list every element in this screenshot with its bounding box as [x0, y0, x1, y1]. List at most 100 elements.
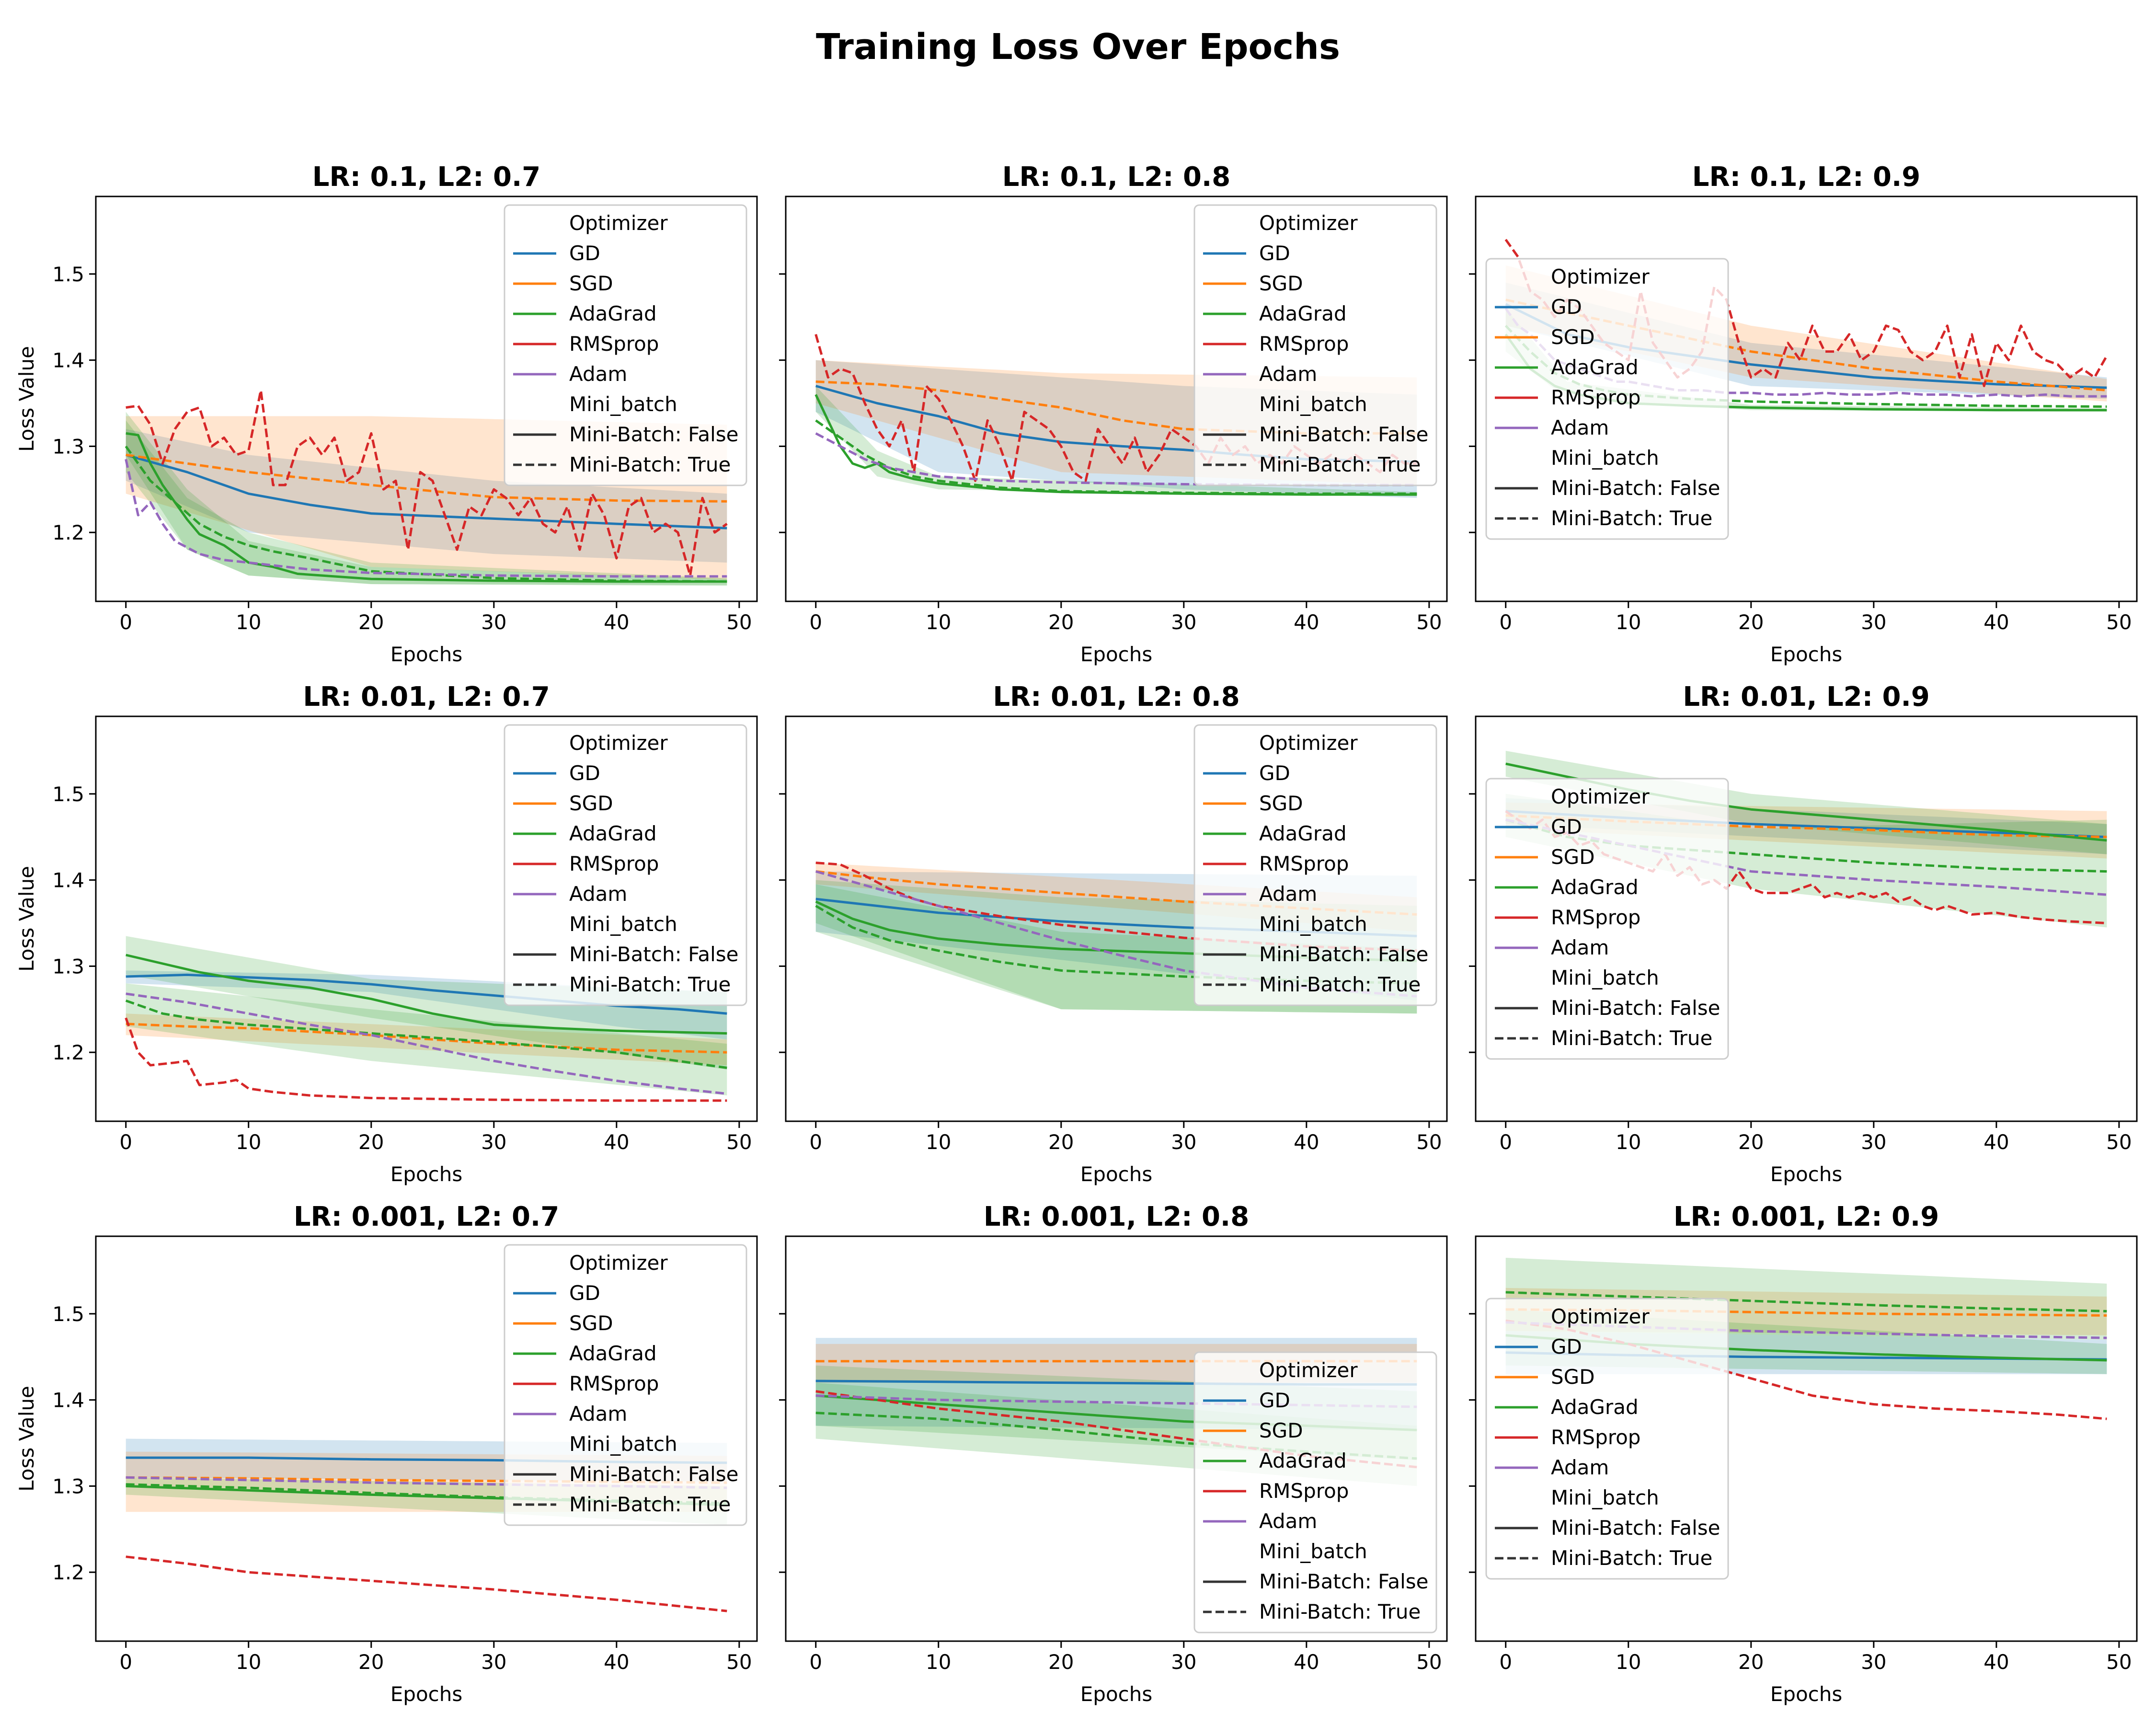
plot-data — [125, 389, 728, 586]
x-tick-label: 30 — [1861, 1130, 1886, 1154]
x-axis-label: Epochs — [1770, 643, 1843, 666]
x-tick-label: 0 — [809, 1650, 822, 1674]
y-tick-label: 1.5 — [52, 782, 84, 806]
x-tick-label: 50 — [2106, 610, 2132, 634]
legend: Optimizer GD SGD AdaGrad RMSprop Adam Mini_bat… — [1193, 724, 1437, 1006]
series-line — [126, 453, 727, 529]
x-tick-label: 0 — [809, 1130, 822, 1154]
y-tick-label: 1.3 — [52, 435, 84, 458]
legend-label: AdaGrad — [1259, 822, 1347, 845]
legend-title: Optimizer — [1259, 211, 1358, 235]
legend-label: SGD — [1551, 1365, 1595, 1389]
legend-label: Mini-Batch: False — [1551, 476, 1720, 500]
subplot: 0 10 20 30 40 50 Epochs LR: 0.001, L2: 0.9 Optim… — [1469, 1201, 2138, 1706]
legend-label: RMSprop — [569, 1372, 659, 1395]
x-tick-label: 20 — [1738, 1130, 1764, 1154]
legend-label: Mini-Batch: True — [1259, 453, 1421, 476]
legend: Optimizer GD SGD AdaGrad RMSprop Adam Mini_bat… — [504, 724, 747, 1006]
legend-title: Optimizer — [569, 731, 668, 755]
legend-label: Adam — [569, 882, 627, 906]
legend-title: Mini_batch — [1551, 446, 1659, 470]
legend-label: AdaGrad — [1551, 356, 1639, 379]
confidence-band — [1505, 282, 2107, 399]
legend-label: GD — [1551, 295, 1582, 319]
subplot: 0 10 20 30 40 50 Epochs LR: 0.1, L2: 0.8 Optimiz… — [779, 161, 1448, 666]
x-tick-label: 20 — [1738, 610, 1764, 634]
legend-label: Mini-Batch: False — [1259, 423, 1429, 446]
legend-label: GD — [569, 1281, 600, 1305]
axes-frame — [95, 196, 758, 602]
series-line — [125, 999, 727, 1069]
legend-label: Mini-Batch: False — [1551, 996, 1720, 1020]
legend-label: SGD — [1259, 272, 1303, 295]
legend-label: Adam — [1259, 1509, 1317, 1533]
x-tick-label: 0 — [119, 1650, 132, 1674]
legend: Optimizer GD SGD AdaGrad RMSprop Adam Mini_bat… — [504, 1244, 747, 1526]
subplot-title: LR: 0.001, L2: 0.7 — [294, 1201, 559, 1232]
legend-label: SGD — [569, 1311, 613, 1335]
subplot-title: LR: 0.01, L2: 0.7 — [303, 681, 550, 713]
legend-label: Mini-Batch: True — [1551, 1026, 1712, 1050]
x-tick-label: 40 — [1294, 1650, 1319, 1674]
legend-title: Mini_batch — [569, 1432, 677, 1456]
x-tick-label: 30 — [1171, 610, 1196, 634]
series-line — [1505, 1291, 2107, 1312]
x-tick-label: 10 — [926, 1650, 951, 1674]
legend-label: GD — [1259, 242, 1290, 265]
x-tick-label: 30 — [1171, 1650, 1196, 1674]
x-tick-label: 40 — [1294, 1130, 1319, 1154]
x-tick-label: 50 — [2106, 1650, 2132, 1674]
legend-label: Mini-Batch: True — [569, 973, 731, 996]
legend-label: RMSprop — [1259, 332, 1349, 356]
legend-label: SGD — [569, 792, 613, 815]
legend-box — [504, 724, 747, 1006]
series-line — [815, 1394, 1417, 1408]
legend: Optimizer GD SGD AdaGrad RMSprop Adam Mini_bat… — [1485, 258, 1729, 540]
x-tick-label: 10 — [1616, 1130, 1641, 1154]
legend-title: Optimizer — [1551, 785, 1650, 808]
y-tick-label: 1.3 — [52, 1474, 84, 1498]
y-tick-label: 1.4 — [52, 349, 84, 372]
legend-box — [1193, 204, 1437, 486]
x-axis-label: Epochs — [1080, 1162, 1153, 1186]
subplot-title: LR: 0.1, L2: 0.7 — [312, 161, 540, 193]
legend-label: AdaGrad — [569, 1342, 657, 1365]
legend-label: SGD — [569, 272, 613, 295]
y-axis-label: Loss Value — [15, 1386, 38, 1492]
legend-title: Optimizer — [1259, 1358, 1358, 1382]
legend-label: Adam — [569, 362, 627, 386]
legend-label: Mini-Batch: False — [569, 1462, 739, 1486]
y-tick-label: 1.2 — [52, 1041, 84, 1064]
legend: Optimizer GD SGD AdaGrad RMSprop Adam Mini_bat… — [504, 204, 747, 486]
y-tick-label: 1.3 — [52, 954, 84, 978]
series-line — [126, 992, 727, 1095]
x-tick-label: 20 — [1738, 1650, 1764, 1674]
confidence-band — [126, 429, 727, 563]
confidence-band — [126, 420, 727, 585]
legend-title: Mini_batch — [1551, 1486, 1659, 1509]
legend-title: Optimizer — [1551, 1305, 1650, 1328]
legend-label: AdaGrad — [569, 822, 657, 845]
legend: Optimizer GD SGD AdaGrad RMSprop Adam Mini_bat… — [1485, 778, 1729, 1060]
legend-label: RMSprop — [569, 332, 659, 356]
legend-label: RMSprop — [1259, 1479, 1349, 1503]
axes-frame — [785, 1235, 1448, 1642]
legend-title: Mini_batch — [569, 912, 677, 936]
x-tick-label: 20 — [358, 1650, 384, 1674]
x-tick-label: 40 — [1984, 1650, 2009, 1674]
x-tick-label: 20 — [1048, 610, 1074, 634]
subplot: 0 10 20 30 40 50 1.2 1.3 1.4 1.5 Epochs Loss Value L… — [15, 1201, 758, 1706]
x-tick-label: 30 — [481, 1650, 506, 1674]
x-tick-label: 40 — [1294, 610, 1319, 634]
axes-frame — [785, 715, 1448, 1122]
series-line — [126, 1023, 727, 1054]
axes-frame — [785, 196, 1448, 602]
x-axis-label: Epochs — [1080, 643, 1153, 666]
series-line — [125, 1017, 727, 1102]
legend-label: Adam — [1551, 936, 1609, 959]
y-tick-label: 1.5 — [52, 1302, 84, 1326]
x-tick-label: 10 — [236, 610, 261, 634]
legend-label: Adam — [1259, 362, 1317, 386]
x-tick-label: 0 — [1499, 610, 1512, 634]
legend: Optimizer GD SGD AdaGrad RMSprop Adam Mini_bat… — [1485, 1298, 1729, 1580]
